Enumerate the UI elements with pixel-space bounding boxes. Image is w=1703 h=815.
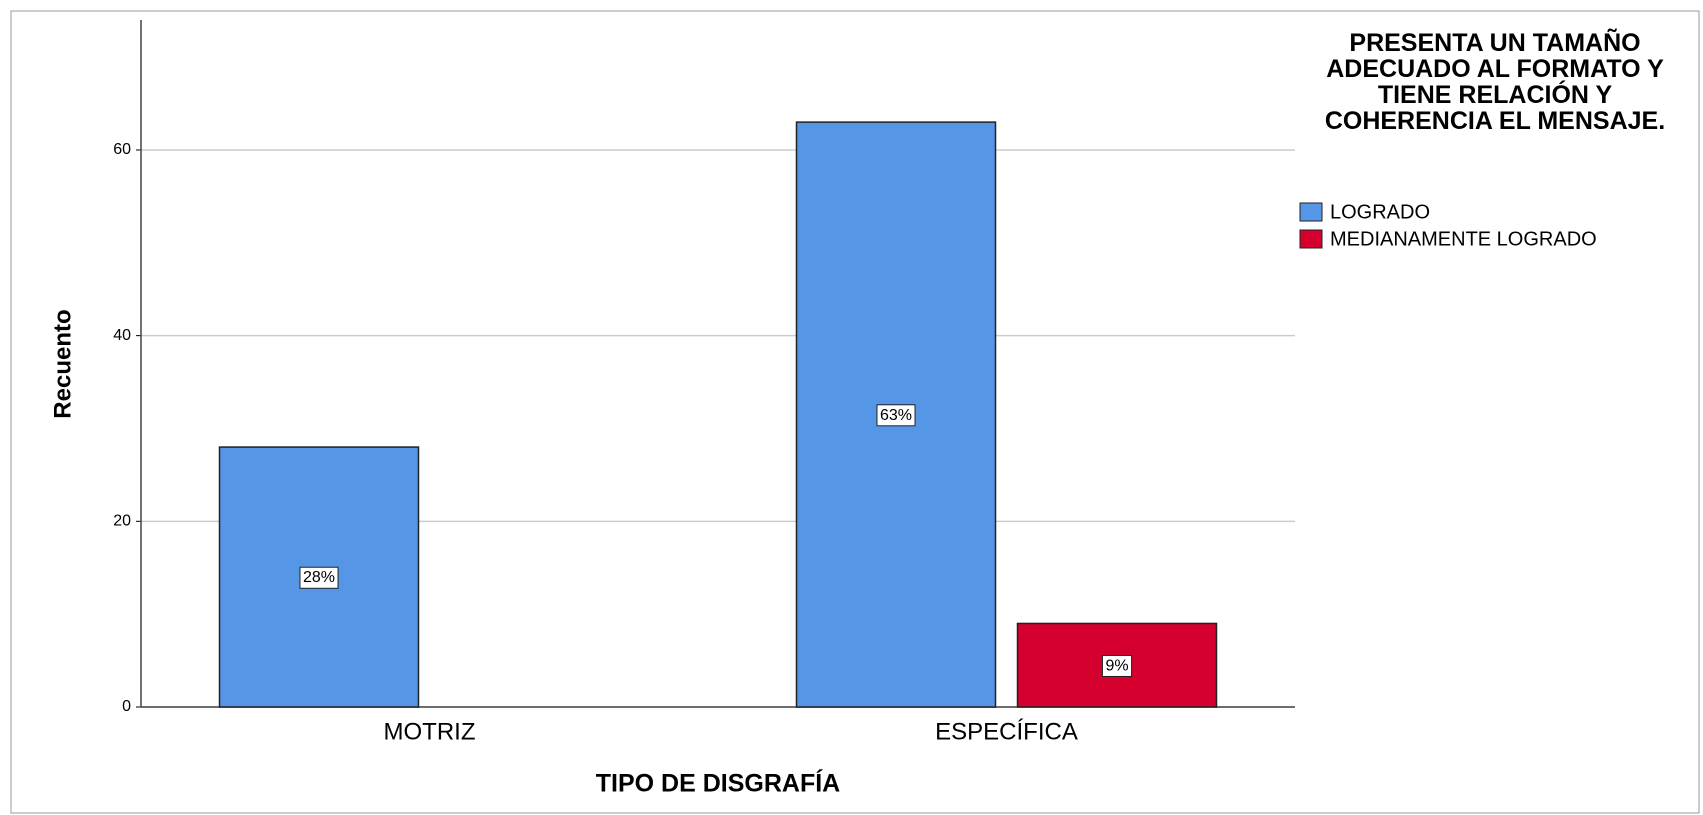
x-axis-label: TIPO DE DISGRAFÍA <box>596 769 840 798</box>
y-axis-label: Recuento <box>49 309 76 418</box>
frame <box>10 10 1700 814</box>
x-tick-label: ESPECÍFICA <box>935 718 1078 745</box>
y-tick-label: 0 <box>122 698 131 715</box>
y-tick-label: 60 <box>113 141 131 158</box>
legend-title: PRESENTA UN TAMAÑO ADECUADO AL FORMATO Y… <box>1324 29 1666 135</box>
legend-swatch <box>1299 229 1323 249</box>
data-label: 28% <box>303 569 335 586</box>
x-tick-label: MOTRIZ <box>384 718 476 745</box>
data-label-box <box>1101 654 1133 677</box>
legend-label: MEDIANAMENTE LOGRADO <box>1330 228 1597 250</box>
data-label-box <box>876 404 916 427</box>
legend-label: LOGRADO <box>1330 201 1430 223</box>
data-label-box <box>299 566 339 589</box>
legend-swatch <box>1299 202 1323 222</box>
data-label: 9% <box>1105 657 1128 674</box>
data-label: 63% <box>880 407 912 424</box>
y-tick-label: 20 <box>113 513 131 530</box>
y-tick-label: 40 <box>113 327 131 344</box>
